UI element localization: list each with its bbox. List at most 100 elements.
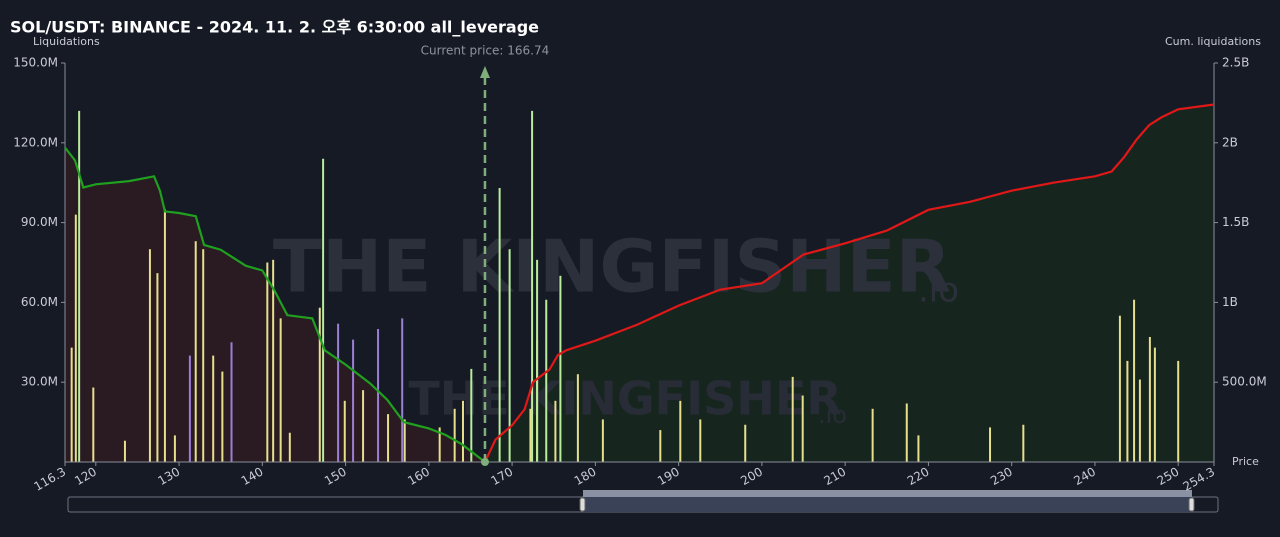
cumulative-line	[64, 146, 486, 463]
current-price-label: Current price: 166.74	[421, 44, 550, 58]
y2-tick-label: 2B	[1222, 135, 1238, 149]
bar	[453, 408, 456, 462]
bar	[123, 440, 126, 462]
bar	[438, 427, 441, 462]
bar	[387, 414, 390, 462]
bar	[1138, 379, 1141, 462]
bar	[272, 259, 275, 462]
bar	[559, 275, 562, 462]
cumulative-line	[483, 103, 1215, 463]
bar	[377, 329, 380, 462]
bar	[337, 323, 340, 462]
bar	[461, 400, 464, 462]
bar	[576, 374, 579, 462]
y2-tick-label: 1.5B	[1222, 215, 1249, 229]
bar	[536, 259, 539, 462]
bar	[352, 339, 355, 462]
scrollbar-handle[interactable]	[1188, 497, 1195, 512]
bar	[989, 427, 992, 462]
x-tick-label: 160	[405, 465, 432, 489]
x-tick-label: 180	[572, 465, 599, 489]
bar	[362, 390, 365, 462]
bar	[470, 368, 473, 462]
bar	[801, 395, 804, 462]
mark-layer	[70, 110, 1180, 462]
bar	[554, 400, 557, 462]
bar	[791, 376, 794, 462]
bar	[78, 110, 81, 462]
watermark-suffix: .io	[918, 271, 959, 311]
x-limit-label: 116.3	[31, 465, 68, 494]
bar	[322, 158, 325, 462]
scrollbar-handle[interactable]	[579, 497, 586, 512]
bar	[318, 307, 321, 462]
x-tick-label: 190	[655, 465, 682, 489]
bar	[230, 342, 233, 462]
bar	[498, 188, 501, 462]
bar	[529, 408, 532, 462]
current-price-dot	[480, 458, 489, 466]
bar	[74, 214, 77, 462]
bar	[601, 419, 604, 462]
scrollbar-thumb[interactable]	[583, 497, 1192, 512]
y-tick-label: 60.0M	[21, 295, 58, 309]
bar	[212, 355, 215, 462]
bar	[163, 209, 166, 462]
bar	[545, 299, 548, 462]
bar	[508, 249, 511, 462]
chart-title: SOL/USDT: BINANCE - 2024. 11. 2. 오후 6:30…	[10, 18, 539, 37]
bar	[188, 355, 191, 462]
bar	[266, 262, 269, 462]
y2-tick-label: 500.0M	[1222, 375, 1267, 389]
y2-axis-label: Cum. liquidations	[1165, 35, 1261, 48]
current-price-arrow	[479, 66, 490, 78]
bar	[148, 249, 151, 462]
bar	[70, 347, 73, 462]
area-layer	[65, 104, 1214, 462]
bar	[744, 424, 747, 462]
x-tick-label: 200	[738, 465, 765, 489]
bar	[1022, 424, 1025, 462]
watermark-suffix: .io	[818, 401, 847, 429]
bar	[401, 318, 404, 462]
bar	[156, 273, 159, 462]
bar	[202, 249, 205, 462]
x-tick-label: 170	[489, 465, 516, 489]
bar	[1133, 299, 1136, 462]
x-tick-label: 250	[1155, 465, 1182, 489]
bar	[1148, 336, 1151, 462]
bar	[1126, 360, 1129, 462]
x-tick-label: 210	[822, 465, 849, 489]
bar	[659, 430, 662, 462]
y2-tick-label: 2.5B	[1222, 56, 1249, 70]
bar	[92, 387, 95, 462]
bar	[288, 432, 291, 462]
bar	[917, 435, 920, 462]
x-tick-label: 230	[988, 465, 1015, 489]
scrollbar-top[interactable]	[583, 490, 1192, 497]
bar	[221, 371, 224, 462]
bar	[403, 419, 406, 462]
y-tick-label: 30.0M	[21, 375, 58, 389]
bar	[871, 408, 874, 462]
y-tick-label: 90.0M	[21, 215, 58, 229]
y2-tick-label: 1B	[1222, 295, 1238, 309]
x-limit-label: 254.3	[1180, 465, 1217, 494]
bar	[699, 419, 702, 462]
x-tick-label: 120	[72, 465, 99, 489]
bar	[1153, 347, 1156, 462]
y-tick-label: 120.0M	[13, 135, 58, 149]
bar	[679, 400, 682, 462]
bar	[343, 400, 346, 462]
x-axis-label: Price	[1232, 455, 1259, 468]
watermark: THE KINGFISHER	[408, 372, 841, 426]
x-tick-label: 140	[239, 465, 266, 489]
y-axis-label: Liquidations	[33, 35, 100, 48]
bar	[279, 318, 282, 462]
x-tick-label: 240	[1071, 465, 1098, 489]
bar	[905, 403, 908, 462]
cumulative-area	[65, 147, 485, 462]
x-tick-label: 150	[322, 465, 349, 489]
